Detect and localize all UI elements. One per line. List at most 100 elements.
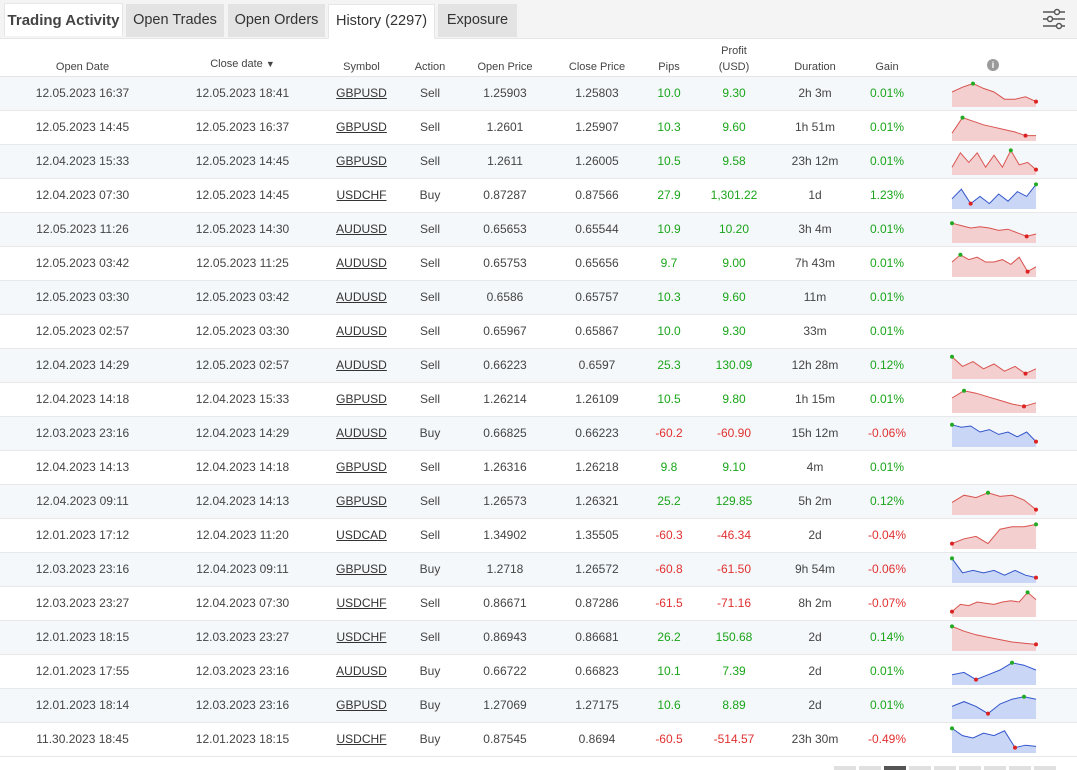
open-date-cell: 12.05.2023 02:57: [35, 324, 130, 338]
col-open-date[interactable]: Open Date: [55, 61, 110, 73]
symbol-link[interactable]: AUDUSD: [336, 358, 387, 372]
symbol-link[interactable]: GBPUSD: [336, 494, 387, 508]
table-row: 12.03.2023 23:16 12.04.2023 14:29 AUDUSD Bu…: [0, 417, 1077, 451]
symbol-link[interactable]: AUDUSD: [336, 256, 387, 270]
pips-cell: 10.5: [657, 154, 681, 168]
open-price-cell: 1.27069: [483, 698, 527, 712]
pager-dot[interactable]: [834, 766, 856, 770]
open-price-cell: 1.34902: [483, 528, 527, 542]
sparkline-line: [951, 523, 1037, 545]
action-cell: Buy: [419, 188, 441, 202]
action-cell: Sell: [419, 358, 440, 372]
col-close-price[interactable]: Close Price: [568, 61, 626, 73]
trade-sparkline: [950, 624, 1038, 651]
duration-cell: 11m: [803, 290, 827, 304]
symbol-link[interactable]: GBPUSD: [336, 460, 387, 474]
pager-dot[interactable]: [1034, 766, 1056, 770]
pager-dot[interactable]: [909, 766, 931, 770]
trade-sparkline: [950, 221, 1037, 243]
duration-cell: 3h 4m: [798, 222, 832, 236]
symbol-link[interactable]: GBPUSD: [336, 392, 387, 406]
action-cell: Sell: [419, 528, 440, 542]
close-price-cell: 1.25907: [575, 120, 619, 134]
col-gain[interactable]: Gain: [875, 61, 899, 73]
close-price-cell: 1.26321: [575, 494, 619, 508]
col-profit[interactable]: Profit (USD): [700, 45, 768, 74]
pips-cell: -60.2: [655, 426, 683, 440]
sliders-icon[interactable]: [1041, 7, 1067, 31]
gain-cell: 0.12%: [869, 494, 905, 508]
tab-exposure[interactable]: Exposure: [438, 4, 517, 37]
open-date-cell: 12.04.2023 15:33: [35, 154, 130, 168]
symbol-link[interactable]: AUDUSD: [336, 290, 387, 304]
profit-cell: 9.30: [722, 324, 746, 338]
duration-cell: 2d: [808, 528, 822, 542]
table-row: 12.05.2023 03:42 12.05.2023 11:25 AUDUSD Se…: [0, 247, 1077, 281]
close-date-cell: 12.05.2023 14:45: [195, 154, 290, 168]
sparkline-area: [952, 424, 1036, 447]
pager-dot-active[interactable]: [884, 766, 906, 770]
col-open-price[interactable]: Open Price: [477, 61, 533, 73]
pips-cell: -60.3: [655, 528, 683, 542]
table-row: 12.05.2023 03:30 12.05.2023 03:42 AUDUSD Se…: [0, 281, 1077, 315]
pager-dot[interactable]: [959, 766, 981, 770]
open-date-cell: 12.04.2023 09:11: [36, 494, 129, 508]
sparkline-area: [952, 150, 1036, 175]
table-row: 12.04.2023 15:33 12.05.2023 14:45 GBPUSD Se…: [0, 145, 1077, 179]
gain-cell: 0.01%: [869, 120, 905, 134]
trade-sparkline: [951, 148, 1038, 175]
col-profit-line1: Profit: [721, 45, 747, 57]
tab-history[interactable]: History (2297): [328, 4, 435, 39]
symbol-link[interactable]: USDCHF: [336, 188, 387, 202]
profit-cell: -60.90: [716, 426, 752, 440]
profit-cell: 9.00: [722, 256, 746, 270]
symbol-link[interactable]: AUDUSD: [336, 324, 387, 338]
action-cell: Buy: [419, 664, 441, 678]
symbol-link[interactable]: USDCAD: [336, 528, 387, 542]
trade-sparkline: [950, 556, 1038, 583]
close-price-cell: 0.86681: [575, 630, 619, 644]
gain-cell: 0.12%: [869, 358, 905, 372]
duration-cell: 2d: [808, 664, 822, 678]
symbol-link[interactable]: AUDUSD: [336, 664, 387, 678]
close-date-cell: 12.05.2023 14:45: [195, 188, 290, 202]
pager-dot[interactable]: [1009, 766, 1031, 770]
pager-dot[interactable]: [859, 766, 881, 770]
sparkline-high-dot: [1010, 660, 1014, 665]
symbol-link[interactable]: GBPUSD: [336, 154, 387, 168]
tab-open-orders[interactable]: Open Orders: [228, 4, 325, 37]
tab-open-trades[interactable]: Open Trades: [126, 4, 224, 37]
gain-cell: 0.01%: [869, 392, 905, 406]
symbol-link[interactable]: AUDUSD: [336, 426, 387, 440]
symbol-link[interactable]: USDCHF: [336, 732, 387, 746]
profit-cell: 9.80: [722, 392, 746, 406]
close-price-cell: 0.65656: [575, 256, 619, 270]
duration-cell: 4m: [806, 460, 824, 474]
sparkline-low-dot: [1034, 99, 1038, 104]
action-cell: Sell: [419, 86, 440, 100]
symbol-link[interactable]: AUDUSD: [336, 222, 387, 236]
symbol-link[interactable]: USDCHF: [336, 596, 387, 610]
close-price-cell: 1.27175: [575, 698, 619, 712]
gain-cell: 0.01%: [869, 222, 905, 236]
col-symbol[interactable]: Symbol: [343, 61, 380, 73]
col-action[interactable]: Action: [414, 61, 446, 73]
gain-cell: -0.07%: [867, 596, 907, 610]
col-duration[interactable]: Duration: [794, 61, 836, 73]
pager-dot[interactable]: [934, 766, 956, 770]
col-pips[interactable]: Pips: [658, 61, 680, 73]
symbol-link[interactable]: GBPUSD: [336, 120, 387, 134]
info-icon[interactable]: i: [987, 59, 999, 71]
col-close-date[interactable]: Close date ▼: [180, 58, 305, 71]
symbol-link[interactable]: GBPUSD: [336, 86, 387, 100]
pager-dot[interactable]: [984, 766, 1006, 770]
pips-cell: 10.0: [657, 86, 681, 100]
open-date-cell: 12.05.2023 03:30: [35, 290, 130, 304]
symbol-link[interactable]: USDCHF: [336, 630, 387, 644]
open-price-cell: 0.65753: [483, 256, 527, 270]
action-cell: Sell: [419, 596, 440, 610]
symbol-link[interactable]: GBPUSD: [336, 698, 387, 712]
gain-cell: 1.23%: [869, 188, 905, 202]
profit-cell: 9.60: [722, 120, 746, 134]
symbol-link[interactable]: GBPUSD: [336, 562, 387, 576]
